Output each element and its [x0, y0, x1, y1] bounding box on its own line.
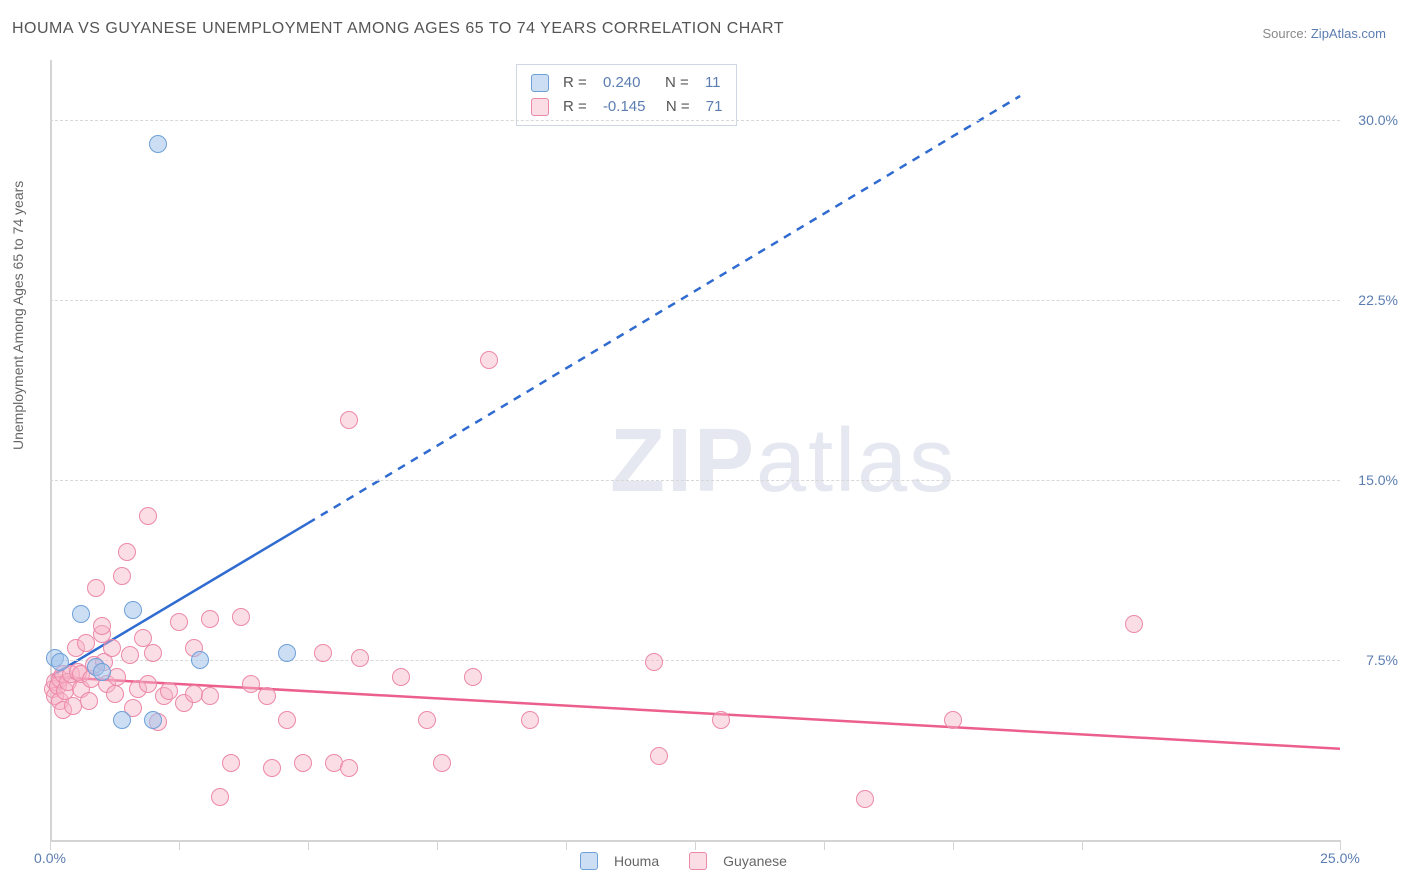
legend-label-guyanese: Guyanese: [723, 853, 787, 869]
data-point-guyanese: [433, 754, 451, 772]
r-value-guyanese: -0.145: [603, 95, 646, 119]
data-point-guyanese: [278, 711, 296, 729]
data-point-guyanese: [944, 711, 962, 729]
chart-title: HOUMA VS GUYANESE UNEMPLOYMENT AMONG AGE…: [12, 20, 784, 38]
gridline: [50, 120, 1340, 121]
data-point-houma: [72, 605, 90, 623]
xtick: [179, 840, 180, 850]
data-point-houma: [191, 651, 209, 669]
data-point-houma: [93, 663, 111, 681]
data-point-guyanese: [201, 687, 219, 705]
xtick-label: 0.0%: [34, 850, 66, 866]
r-value-houma: 0.240: [603, 71, 641, 95]
trend-lines: [50, 60, 1340, 840]
source-link[interactable]: ZipAtlas.com: [1311, 26, 1386, 41]
legend-item-houma: Houma: [580, 852, 659, 870]
ytick-label: 30.0%: [1358, 112, 1398, 128]
ytick-label: 15.0%: [1358, 472, 1398, 488]
legend-item-guyanese: Guyanese: [689, 852, 787, 870]
data-point-guyanese: [121, 646, 139, 664]
data-point-guyanese: [108, 668, 126, 686]
data-point-guyanese: [351, 649, 369, 667]
data-point-guyanese: [170, 613, 188, 631]
y-axis: [50, 60, 52, 840]
ytick-label: 7.5%: [1366, 652, 1398, 668]
n-label: N =: [665, 71, 689, 95]
data-point-guyanese: [113, 567, 131, 585]
gridline: [50, 660, 1340, 661]
data-point-guyanese: [263, 759, 281, 777]
data-point-guyanese: [87, 579, 105, 597]
data-point-guyanese: [118, 543, 136, 561]
ytick-label: 22.5%: [1358, 292, 1398, 308]
data-point-guyanese: [106, 685, 124, 703]
data-point-guyanese: [340, 759, 358, 777]
swatch-houma: [531, 74, 549, 92]
data-point-houma: [149, 135, 167, 153]
data-point-guyanese: [712, 711, 730, 729]
data-point-houma: [144, 711, 162, 729]
xtick: [695, 840, 696, 850]
xtick: [953, 840, 954, 850]
n-label: N =: [666, 95, 690, 119]
xtick: [50, 840, 51, 850]
xtick-label: 25.0%: [1320, 850, 1360, 866]
gridline: [50, 480, 1340, 481]
legend-label-houma: Houma: [614, 853, 659, 869]
legend-row-houma: R = 0.240 N = 11: [531, 71, 722, 95]
source-prefix: Source:: [1262, 26, 1310, 41]
n-value-houma: 11: [705, 71, 721, 95]
swatch-guyanese: [689, 852, 707, 870]
data-point-guyanese: [392, 668, 410, 686]
gridline: [50, 300, 1340, 301]
data-point-houma: [278, 644, 296, 662]
watermark: ZIPatlas: [610, 410, 956, 513]
xtick: [1082, 840, 1083, 850]
scatter-plot: ZIPatlas R = 0.240 N = 11 R = -0.145 N =…: [50, 60, 1340, 840]
correlation-legend: R = 0.240 N = 11 R = -0.145 N = 71: [516, 64, 737, 126]
xtick: [566, 840, 567, 850]
xtick: [824, 840, 825, 850]
data-point-guyanese: [418, 711, 436, 729]
data-point-guyanese: [211, 788, 229, 806]
xtick: [437, 840, 438, 850]
data-point-houma: [113, 711, 131, 729]
data-point-guyanese: [464, 668, 482, 686]
data-point-houma: [51, 653, 69, 671]
data-point-guyanese: [340, 411, 358, 429]
r-label: R =: [563, 95, 587, 119]
data-point-guyanese: [650, 747, 668, 765]
source-credit: Source: ZipAtlas.com: [1262, 26, 1386, 41]
n-value-guyanese: 71: [706, 95, 723, 119]
data-point-guyanese: [856, 790, 874, 808]
data-point-guyanese: [242, 675, 260, 693]
data-point-guyanese: [139, 675, 157, 693]
data-point-guyanese: [1125, 615, 1143, 633]
data-point-guyanese: [160, 682, 178, 700]
data-point-guyanese: [222, 754, 240, 772]
data-point-guyanese: [232, 608, 250, 626]
xtick: [308, 840, 309, 850]
series-legend: Houma Guyanese: [580, 852, 787, 870]
data-point-guyanese: [139, 507, 157, 525]
data-point-houma: [124, 601, 142, 619]
xtick: [1340, 840, 1341, 850]
swatch-houma: [580, 852, 598, 870]
data-point-guyanese: [258, 687, 276, 705]
data-point-guyanese: [645, 653, 663, 671]
data-point-guyanese: [144, 644, 162, 662]
data-point-guyanese: [201, 610, 219, 628]
data-point-guyanese: [103, 639, 121, 657]
swatch-guyanese: [531, 98, 549, 116]
data-point-guyanese: [93, 617, 111, 635]
data-point-guyanese: [521, 711, 539, 729]
data-point-guyanese: [314, 644, 332, 662]
legend-row-guyanese: R = -0.145 N = 71: [531, 95, 722, 119]
y-axis-label: Unemployment Among Ages 65 to 74 years: [10, 181, 26, 450]
data-point-guyanese: [294, 754, 312, 772]
data-point-guyanese: [480, 351, 498, 369]
data-point-guyanese: [80, 692, 98, 710]
r-label: R =: [563, 71, 587, 95]
